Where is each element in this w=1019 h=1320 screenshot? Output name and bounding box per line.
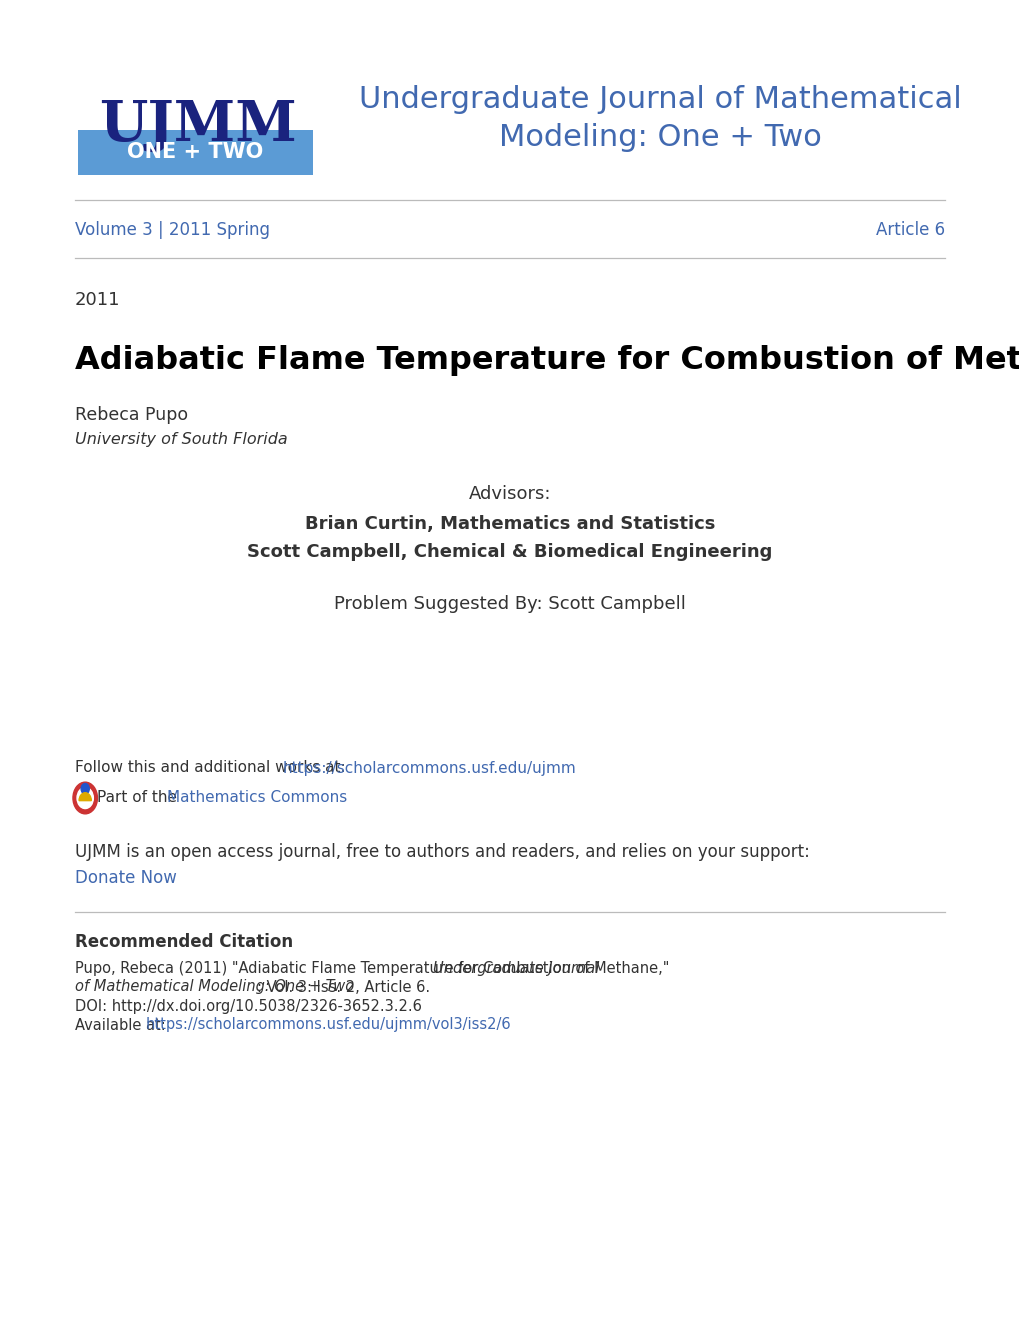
- Text: https://scholarcommons.usf.edu/ujmm/vol3/iss2/6: https://scholarcommons.usf.edu/ujmm/vol3…: [146, 1018, 511, 1032]
- Text: Rebeca Pupo: Rebeca Pupo: [75, 407, 187, 424]
- Text: : Vol. 3: Iss. 2, Article 6.: : Vol. 3: Iss. 2, Article 6.: [257, 979, 429, 994]
- Text: Advisors:: Advisors:: [469, 484, 550, 503]
- Text: Undergraduate Journal: Undergraduate Journal: [433, 961, 599, 975]
- Circle shape: [73, 783, 98, 814]
- Text: Mathematics Commons: Mathematics Commons: [166, 791, 346, 805]
- Text: UJMM is an open access journal, free to authors and readers, and relies on your : UJMM is an open access journal, free to …: [75, 843, 809, 861]
- Text: ONE + TWO: ONE + TWO: [127, 143, 263, 162]
- Text: of Mathematical Modeling: One + Two: of Mathematical Modeling: One + Two: [75, 979, 354, 994]
- Text: 2011: 2011: [75, 290, 120, 309]
- Circle shape: [82, 784, 90, 795]
- Text: Volume 3 | 2011 Spring: Volume 3 | 2011 Spring: [75, 220, 270, 239]
- FancyBboxPatch shape: [77, 129, 313, 176]
- Text: Available at:: Available at:: [75, 1018, 170, 1032]
- Text: DOI: http://dx.doi.org/10.5038/2326-3652.3.2.6: DOI: http://dx.doi.org/10.5038/2326-3652…: [75, 998, 422, 1014]
- Text: Pupo, Rebeca (2011) "Adiabatic Flame Temperature for Combustion of Methane,": Pupo, Rebeca (2011) "Adiabatic Flame Tem…: [75, 961, 674, 975]
- Text: Part of the: Part of the: [97, 791, 181, 805]
- Text: University of South Florida: University of South Florida: [75, 433, 287, 447]
- Text: Modeling: One + Two: Modeling: One + Two: [498, 124, 820, 153]
- Text: Recommended Citation: Recommended Citation: [75, 933, 292, 950]
- Text: Article 6: Article 6: [875, 220, 944, 239]
- Circle shape: [77, 788, 94, 809]
- Text: Scott Campbell, Chemical & Biomedical Engineering: Scott Campbell, Chemical & Biomedical En…: [247, 543, 772, 561]
- Text: Problem Suggested By: Scott Campbell: Problem Suggested By: Scott Campbell: [334, 595, 685, 612]
- Text: Follow this and additional works at:: Follow this and additional works at:: [75, 760, 351, 776]
- Text: Brian Curtin, Mathematics and Statistics: Brian Curtin, Mathematics and Statistics: [305, 515, 714, 533]
- Text: https://scholarcommons.usf.edu/ujmm: https://scholarcommons.usf.edu/ujmm: [282, 760, 576, 776]
- Wedge shape: [79, 793, 92, 801]
- Text: Donate Now: Donate Now: [75, 869, 176, 887]
- Text: UJMM: UJMM: [99, 98, 297, 153]
- Text: Undergraduate Journal of Mathematical: Undergraduate Journal of Mathematical: [359, 86, 961, 115]
- Text: Adiabatic Flame Temperature for Combustion of Methane: Adiabatic Flame Temperature for Combusti…: [75, 345, 1019, 375]
